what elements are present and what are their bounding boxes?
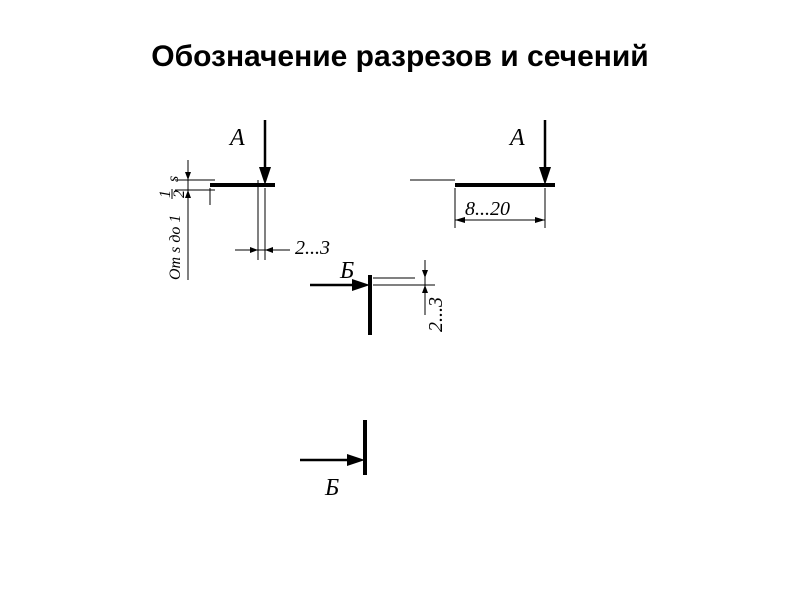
technical-diagram: А 2...3 От s до 1 1 2 s	[150, 120, 650, 540]
label-A-left: А	[228, 125, 245, 151]
dim-8-20: 8...20	[465, 198, 510, 220]
section-mark-middle: Б 2...3	[310, 258, 447, 335]
y-dim-text: От s до 1	[167, 215, 184, 280]
label-A-right: А	[508, 125, 525, 151]
dim-2-3-left: 2...3	[295, 237, 330, 259]
svg-text:2: 2	[171, 190, 188, 198]
dim-2-3-mid: 2...3	[425, 297, 447, 332]
section-mark-left: А 2...3 От s до 1 1 2 s	[157, 120, 330, 280]
section-mark-bottom: Б	[300, 420, 365, 501]
svg-text:s: s	[165, 176, 182, 182]
diagram-svg: А 2...3 От s до 1 1 2 s	[150, 120, 650, 540]
section-mark-right: А 8...20	[410, 120, 555, 228]
page-title: Обозначение разрезов и сечений	[0, 40, 800, 74]
label-B-bottom: Б	[324, 475, 339, 501]
label-B-mid: Б	[339, 258, 354, 284]
